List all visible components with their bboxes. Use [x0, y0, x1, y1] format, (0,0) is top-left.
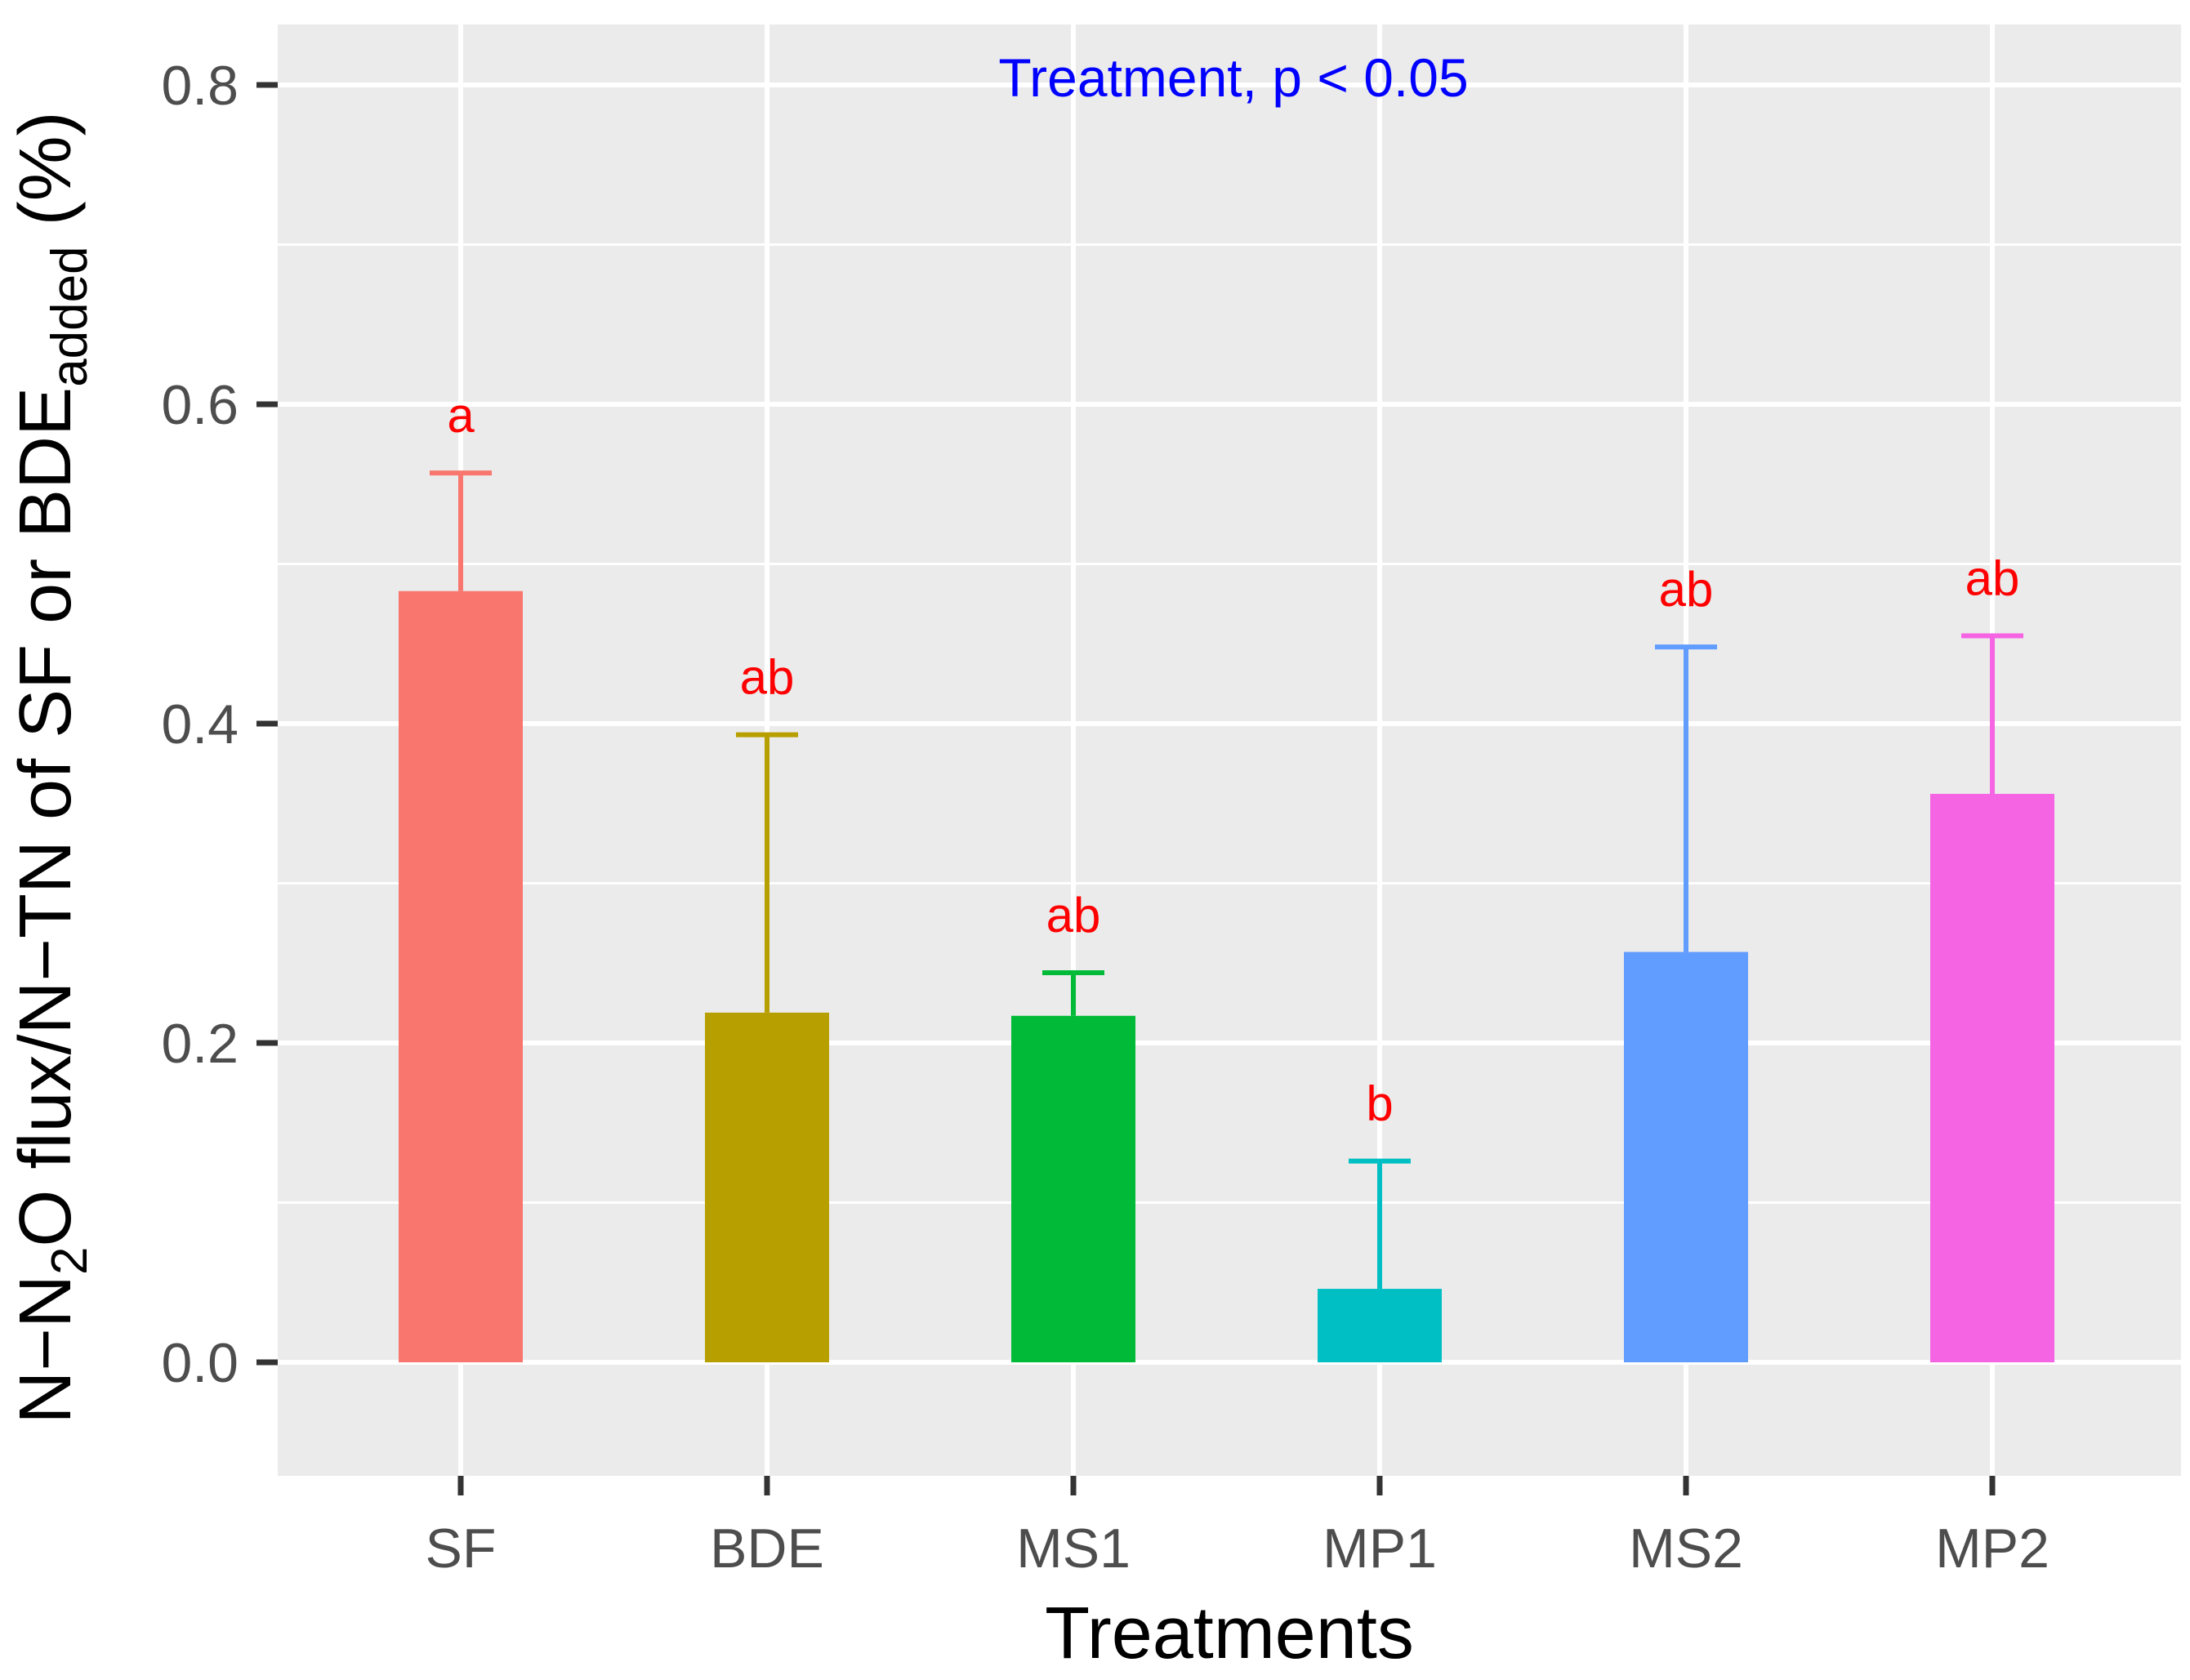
significance-letter-mp2: ab: [1965, 550, 2020, 605]
y-tick-label: 0.4: [161, 693, 239, 755]
bar-ms2: [1624, 951, 1748, 1362]
significance-letter-mp1: b: [1366, 1076, 1393, 1131]
x-axis-title: Treatments: [1045, 1593, 1414, 1674]
x-tick-label-mp2: MP2: [1935, 1517, 2050, 1580]
label-layer: a ab ab b ab ab: [447, 388, 2019, 1131]
x-tick-label-ms1: MS1: [1016, 1517, 1131, 1580]
x-tick-label-sf: SF: [426, 1517, 497, 1580]
y-tick-label: 0.6: [161, 374, 239, 436]
y-axis-title-prefix: N−N: [5, 1275, 87, 1424]
significance-letter-sf: a: [447, 388, 475, 443]
y-axis-title: N−N2O flux/N−TN of SF or BDEadded (%): [5, 111, 98, 1424]
y-axis-title-sub2: added: [42, 246, 98, 386]
annotation-text: Treatment, p < 0.05: [998, 47, 1468, 108]
bar-mp2: [1930, 794, 2054, 1362]
y-tick-label: 0.2: [161, 1013, 239, 1075]
panel-background: [278, 25, 2181, 1476]
bar-bde: [705, 1012, 829, 1362]
y-axis-title-sub1: 2: [42, 1247, 98, 1275]
significance-letter-ms2: ab: [1659, 562, 1714, 617]
x-tick-label-mp1: MP1: [1322, 1517, 1437, 1580]
significance-letter-ms1: ab: [1046, 888, 1101, 942]
y-tick-label: 0.8: [161, 55, 239, 117]
y-tick-label: 0.0: [161, 1332, 239, 1394]
bar-sf: [399, 590, 523, 1362]
y-axis-title-mid: O flux/N−TN of SF or BDE: [5, 387, 87, 1247]
y-axis-title-suffix: (%): [5, 111, 87, 246]
axis-layer: 0.0 0.2 0.4 0.6 0.8 SF BDE MS1 MP1 MS2 MP2: [161, 55, 2049, 1580]
x-tick-label-ms2: MS2: [1629, 1517, 1743, 1580]
bar-layer: [399, 470, 2054, 1362]
x-tick-label-bde: BDE: [710, 1517, 824, 1580]
significance-letter-bde: ab: [740, 650, 795, 705]
bar-ms1: [1011, 1015, 1135, 1362]
bar-mp1: [1318, 1289, 1442, 1362]
